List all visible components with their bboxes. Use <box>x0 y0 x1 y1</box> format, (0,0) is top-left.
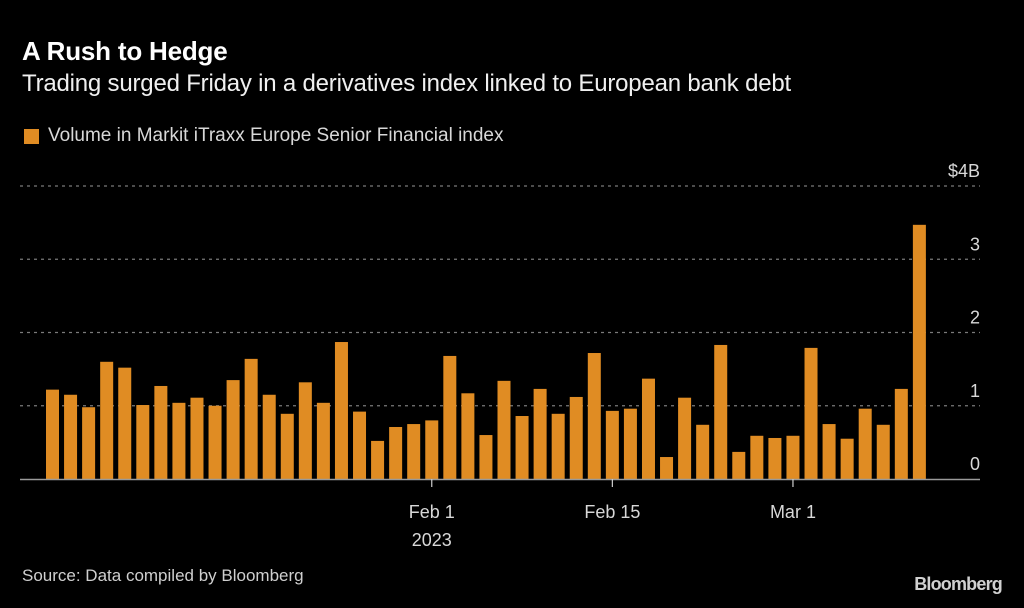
bar <box>768 437 782 479</box>
bar <box>497 380 511 479</box>
bar <box>190 397 204 479</box>
bar <box>316 402 330 479</box>
x-tick-label: Feb 15 <box>584 502 640 522</box>
y-tick-label: 0 <box>970 454 980 474</box>
bar <box>46 389 59 479</box>
legend: Volume in Markit iTraxx Europe Senior Fi… <box>24 125 504 147</box>
bar <box>262 394 276 479</box>
y-axis-labels: 0 1 2 3 $4B <box>948 161 980 474</box>
bloomberg-logo: Bloomberg <box>914 574 1003 594</box>
x-tick-label: Feb 1 <box>409 502 455 522</box>
bar <box>334 342 348 479</box>
bar <box>479 435 493 479</box>
bar <box>443 355 457 479</box>
x-axis <box>20 478 980 487</box>
bar <box>64 394 78 479</box>
x-tick-label: Mar 1 <box>770 502 816 522</box>
x-axis-labels: Feb 1 2023 Feb 15 Mar 1 <box>409 502 816 550</box>
legend-label: Volume in Markit iTraxx Europe Senior Fi… <box>48 125 504 146</box>
bar <box>280 413 294 479</box>
bar <box>696 424 710 479</box>
bar <box>425 420 439 479</box>
bar <box>732 451 746 479</box>
bar <box>154 385 168 479</box>
bar <box>660 457 674 479</box>
chart-title: A Rush to Hedge <box>22 36 228 66</box>
bars <box>46 224 926 479</box>
bar <box>714 344 728 479</box>
bar <box>353 411 367 479</box>
y-tick-label: 1 <box>970 381 980 401</box>
bar <box>208 405 222 479</box>
bar <box>623 408 637 479</box>
bar <box>389 426 403 479</box>
y-tick-label: $4B <box>948 161 980 181</box>
bar <box>876 424 890 479</box>
bar <box>461 393 475 479</box>
source-note: Source: Data compiled by Bloomberg <box>22 566 304 585</box>
bar <box>298 382 312 479</box>
bar <box>172 402 186 479</box>
chart-subtitle: Trading surged Friday in a derivatives i… <box>22 70 791 97</box>
bar <box>641 378 655 479</box>
bar <box>858 408 872 479</box>
bar <box>82 407 96 479</box>
bar <box>118 367 132 479</box>
bar <box>894 388 908 479</box>
bar <box>786 435 800 479</box>
y-tick-label: 2 <box>970 308 980 328</box>
bar <box>750 435 764 479</box>
bar <box>822 424 836 479</box>
bar <box>605 410 619 479</box>
bar <box>515 416 529 479</box>
bar <box>840 438 854 479</box>
bar <box>804 347 818 479</box>
x-tick-sublabel: 2023 <box>412 530 452 550</box>
bar <box>678 397 692 479</box>
y-tick-label: 3 <box>970 234 980 254</box>
bar <box>569 396 583 479</box>
bar <box>244 358 258 479</box>
bar <box>551 413 565 479</box>
bar <box>912 224 926 479</box>
bar <box>371 440 385 479</box>
bar <box>226 380 240 479</box>
bar <box>100 361 114 479</box>
bar <box>587 353 601 479</box>
gridlines <box>20 185 980 407</box>
legend-swatch <box>24 128 39 144</box>
bar <box>407 424 421 479</box>
bar <box>136 405 150 479</box>
bar <box>533 388 547 479</box>
